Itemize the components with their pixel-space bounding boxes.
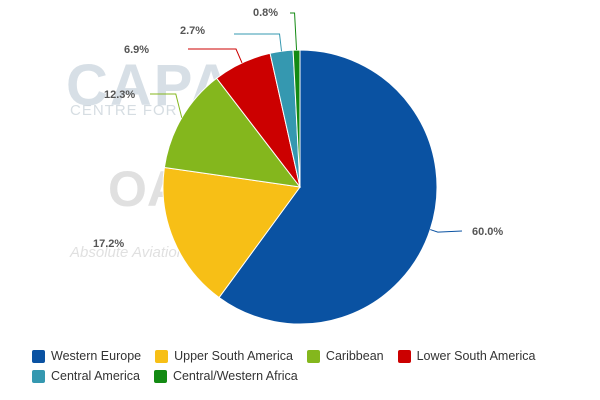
pie-slices: [163, 50, 437, 324]
legend-item-lower-south-america[interactable]: Lower South America: [398, 349, 536, 363]
legend-label: Western Europe: [51, 349, 141, 363]
data-label-caribbean: 12.3%: [104, 89, 135, 101]
data-label-central-western-africa: 0.8%: [253, 7, 278, 19]
data-label-central-america: 2.7%: [180, 25, 205, 37]
legend-item-upper-south-america[interactable]: Upper South America: [155, 349, 293, 363]
connector-lower-south-america: [188, 49, 242, 63]
data-label-western-europe: 60.0%: [472, 226, 503, 238]
connector-western-europe: [430, 230, 462, 232]
data-label-lower-south-america: 6.9%: [124, 44, 149, 56]
legend-swatch: [398, 350, 411, 363]
legend-swatch: [155, 350, 168, 363]
legend-swatch: [32, 350, 45, 363]
legend-swatch: [32, 370, 45, 383]
legend-swatch: [307, 350, 320, 363]
legend-item-caribbean[interactable]: Caribbean: [307, 349, 384, 363]
legend-row-1: Western Europe Upper South America Carib…: [32, 346, 592, 366]
legend-swatch: [154, 370, 167, 383]
legend: Western Europe Upper South America Carib…: [32, 346, 592, 386]
legend-item-western-europe[interactable]: Western Europe: [32, 349, 141, 363]
legend-label: Upper South America: [174, 349, 293, 363]
legend-label: Lower South America: [417, 349, 536, 363]
legend-label: Central/Western Africa: [173, 369, 298, 383]
legend-label: Central America: [51, 369, 140, 383]
legend-row-2: Central America Central/Western Africa: [32, 366, 592, 386]
data-label-upper-south-america: 17.2%: [93, 238, 124, 250]
connector-central-western-africa: [290, 13, 297, 50]
connector-central-america: [234, 34, 282, 51]
legend-item-central-america[interactable]: Central America: [32, 369, 140, 383]
legend-item-central-western-africa[interactable]: Central/Western Africa: [154, 369, 298, 383]
legend-label: Caribbean: [326, 349, 384, 363]
connector-caribbean: [150, 94, 182, 118]
